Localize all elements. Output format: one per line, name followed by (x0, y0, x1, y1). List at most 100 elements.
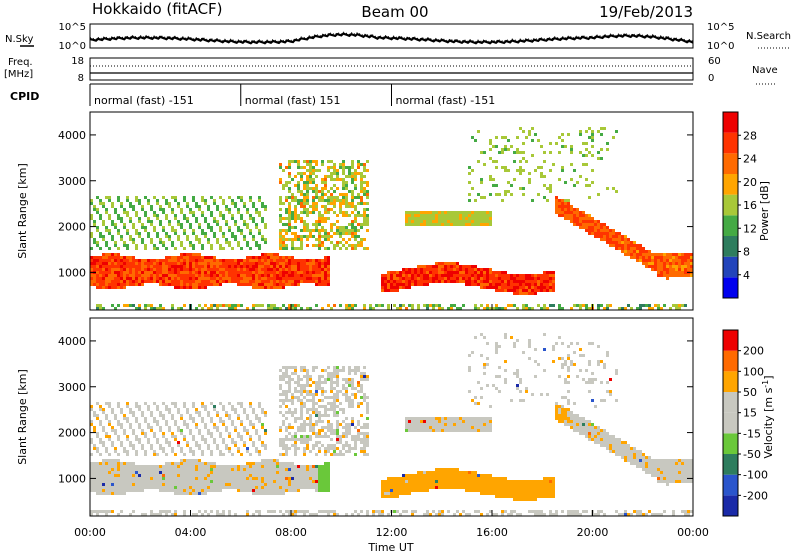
heatmap-cell (222, 510, 225, 513)
heatmap-cell (291, 411, 294, 414)
heatmap-cell (354, 172, 357, 175)
heatmap-cell (660, 268, 663, 271)
heatmap-cell (183, 283, 186, 286)
heatmap-cell (105, 417, 108, 420)
heatmap-cell (312, 262, 315, 265)
heatmap-cell (252, 468, 255, 471)
heatmap-cell (96, 489, 99, 492)
heatmap-cell (138, 426, 141, 429)
heatmap-cell (516, 136, 519, 139)
heatmap-cell (240, 262, 243, 265)
heatmap-cell (444, 274, 447, 277)
heatmap-cell (639, 247, 642, 250)
heatmap-cell (444, 217, 447, 220)
heatmap-cell (195, 277, 198, 280)
heatmap-cell (252, 262, 255, 265)
heatmap-cell (207, 465, 210, 468)
heatmap-cell (138, 489, 141, 492)
heatmap-cell (351, 384, 354, 387)
heatmap-cell (156, 486, 159, 489)
heatmap-cell (258, 247, 261, 250)
heatmap-cell (360, 426, 363, 429)
heatmap-cell (453, 280, 456, 283)
heatmap-cell (210, 480, 213, 483)
heatmap-cell (264, 486, 267, 489)
heatmap-cell (207, 447, 210, 450)
heatmap-cell (591, 139, 594, 142)
heatmap-cell (321, 474, 324, 477)
heatmap-cell (129, 411, 132, 414)
heatmap-cell (360, 178, 363, 181)
heatmap-cell (120, 235, 123, 238)
heatmap-cell (618, 241, 621, 244)
heatmap-cell (183, 462, 186, 465)
heatmap-cell (303, 274, 306, 277)
heatmap-cell (282, 471, 285, 474)
heatmap-cell (297, 217, 300, 220)
heatmap-cell (240, 265, 243, 268)
heatmap-cell (435, 423, 438, 426)
heatmap-cell (177, 259, 180, 262)
heatmap-cell (192, 462, 195, 465)
heatmap-cell (204, 268, 207, 271)
heatmap-cell (411, 277, 414, 280)
heatmap-cell (612, 187, 615, 190)
heatmap-cell (252, 477, 255, 480)
heatmap-cell (186, 277, 189, 280)
heatmap-cell (495, 307, 498, 310)
heatmap-cell (153, 277, 156, 280)
heatmap-cell (93, 474, 96, 477)
heatmap-cell (222, 247, 225, 250)
heatmap-cell (315, 393, 318, 396)
heatmap-cell (321, 307, 324, 310)
heatmap-cell (390, 289, 393, 292)
heatmap-cell (285, 166, 288, 169)
heatmap-cell (282, 489, 285, 492)
heatmap-cell (117, 247, 120, 250)
heatmap-cell (180, 211, 183, 214)
heatmap-cell (93, 465, 96, 468)
heatmap-cell (291, 414, 294, 417)
heatmap-cell (288, 208, 291, 211)
heatmap-cell (309, 474, 312, 477)
heatmap-cell (513, 151, 516, 154)
heatmap-cell (363, 399, 366, 402)
heatmap-cell (174, 265, 177, 268)
heatmap-cell (204, 492, 207, 495)
heatmap-cell (381, 304, 384, 307)
heatmap-cell (156, 280, 159, 283)
heatmap-cell (333, 184, 336, 187)
heatmap-cell (558, 178, 561, 181)
heatmap-cell (240, 483, 243, 486)
heatmap-cell (261, 220, 264, 223)
heatmap-cell (675, 265, 678, 268)
heatmap-cell (216, 241, 219, 244)
heatmap-cell (321, 468, 324, 471)
heatmap-cell (531, 127, 534, 130)
heatmap-cell (510, 304, 513, 307)
heatmap-cell (192, 244, 195, 247)
heatmap-cell (120, 280, 123, 283)
heatmap-cell (420, 429, 423, 432)
heatmap-cell (135, 417, 138, 420)
heatmap-cell (291, 304, 294, 307)
heatmap-cell (147, 486, 150, 489)
heatmap-cell (495, 184, 498, 187)
heatmap-cell (219, 477, 222, 480)
heatmap-cell (249, 405, 252, 408)
heatmap-cell (258, 465, 261, 468)
heatmap-cell (333, 196, 336, 199)
heatmap-cell (405, 280, 408, 283)
heatmap-cell (426, 223, 429, 226)
heatmap-cell (273, 265, 276, 268)
heatmap-cell (480, 283, 483, 286)
heatmap-cell (102, 489, 105, 492)
heatmap-cell (546, 277, 549, 280)
heatmap-cell (387, 486, 390, 489)
heatmap-cell (429, 429, 432, 432)
heatmap-cell (228, 196, 231, 199)
heatmap-cell (648, 253, 651, 256)
heatmap-cell (306, 193, 309, 196)
heatmap-cell (195, 468, 198, 471)
